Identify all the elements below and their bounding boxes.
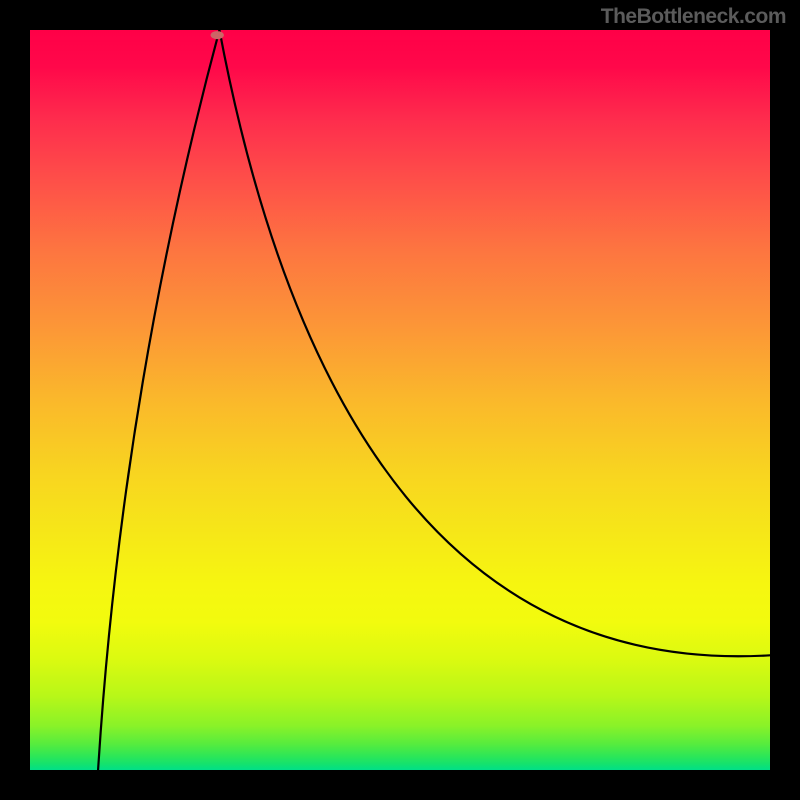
chart-svg [0,0,800,800]
vertex-marker [211,31,224,39]
chart-frame: TheBottleneck.com [0,0,800,800]
source-label: TheBottleneck.com [601,5,786,29]
gradient-background [30,30,770,770]
